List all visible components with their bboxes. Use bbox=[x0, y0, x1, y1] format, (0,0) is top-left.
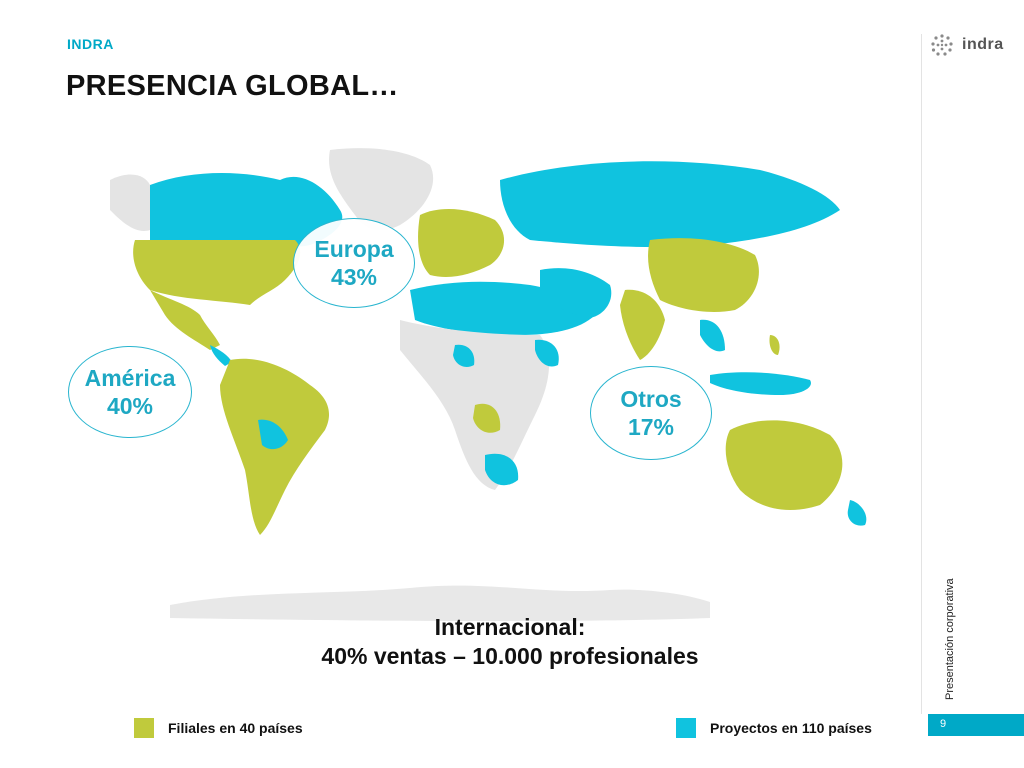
map-usa bbox=[133, 240, 301, 305]
international-summary: Internacional: 40% ventas – 10.000 profe… bbox=[250, 613, 770, 671]
region-europa-value: 43% bbox=[330, 264, 378, 290]
legend-proyectos-swatch bbox=[676, 718, 696, 738]
map-mexico bbox=[150, 290, 220, 350]
map-europe bbox=[418, 208, 505, 277]
region-america-value: 40% bbox=[106, 393, 154, 419]
sidebar-label: Presentación corporativa bbox=[944, 578, 956, 700]
map-central-america bbox=[210, 345, 232, 366]
legend-filiales-swatch bbox=[134, 718, 154, 738]
region-otros-value: 17% bbox=[627, 414, 675, 440]
logo-text: indra bbox=[962, 36, 1004, 53]
map-ethiopia bbox=[535, 339, 559, 367]
legend-filiales: Filiales en 40 países bbox=[134, 718, 303, 738]
region-america-label: América bbox=[84, 365, 176, 391]
legend-proyectos: Proyectos en 110 países bbox=[676, 718, 872, 738]
map-australia bbox=[725, 420, 843, 510]
map-se-asia bbox=[700, 319, 725, 352]
map-china bbox=[648, 238, 759, 312]
map-south-africa bbox=[485, 453, 519, 486]
legend-proyectos-label: Proyectos en 110 países bbox=[710, 720, 872, 736]
region-europa-bubble: Europa 43% bbox=[293, 218, 415, 308]
map-alaska bbox=[110, 174, 150, 231]
indra-logo: indra bbox=[930, 33, 1004, 57]
page-number-bar bbox=[928, 714, 1024, 736]
map-bolivia bbox=[258, 419, 288, 450]
map-greenland bbox=[329, 148, 434, 231]
map-antarctica bbox=[170, 585, 710, 621]
map-middle-east bbox=[540, 268, 612, 318]
brand-label: INDRA bbox=[67, 36, 114, 52]
indra-logo-icon bbox=[931, 34, 953, 56]
map-nigeria bbox=[453, 344, 475, 367]
page-number: 9 bbox=[940, 718, 947, 730]
map-africa bbox=[400, 320, 550, 490]
page-title: PRESENCIA GLOBAL… bbox=[66, 70, 399, 102]
map-new-zealand bbox=[847, 500, 867, 526]
world-map bbox=[110, 148, 867, 621]
international-line1: Internacional: bbox=[434, 614, 586, 640]
region-otros-bubble: Otros 17% bbox=[590, 366, 712, 460]
legend-filiales-label: Filiales en 40 países bbox=[168, 720, 303, 736]
international-line2: 40% ventas – 10.000 profesionales bbox=[321, 643, 699, 669]
map-indonesia bbox=[710, 372, 811, 395]
map-canada bbox=[150, 173, 343, 247]
map-angola bbox=[473, 403, 501, 433]
map-india bbox=[620, 289, 665, 360]
map-russia bbox=[500, 161, 840, 248]
region-america-bubble: América 40% bbox=[68, 346, 192, 438]
map-philippines bbox=[769, 335, 780, 355]
region-europa-label: Europa bbox=[314, 236, 394, 262]
region-otros-label: Otros bbox=[620, 386, 682, 412]
sidebar-divider bbox=[921, 34, 922, 714]
